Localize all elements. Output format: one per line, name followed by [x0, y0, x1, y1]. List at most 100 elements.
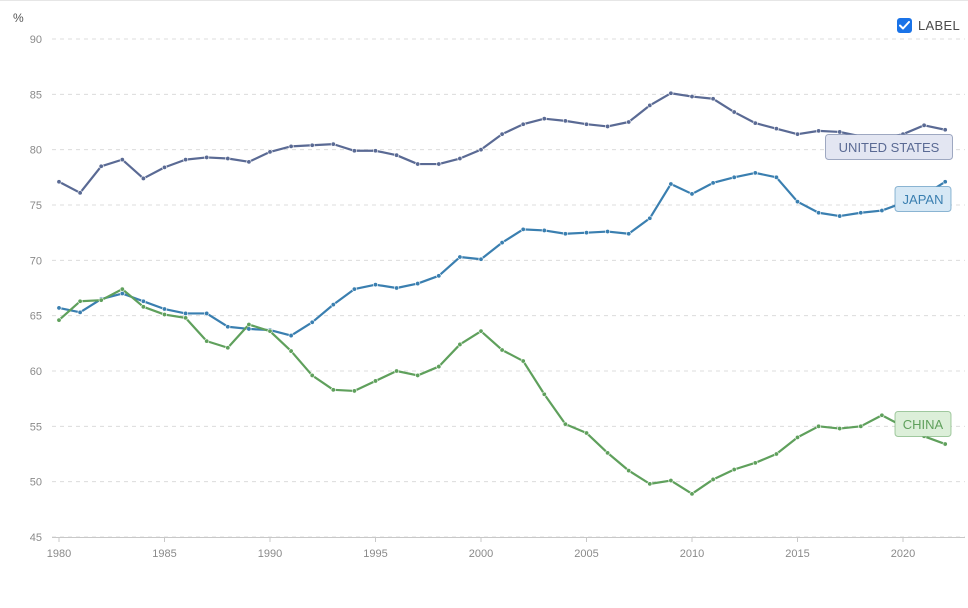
- data-point[interactable]: [436, 364, 442, 370]
- data-point[interactable]: [816, 423, 822, 429]
- data-point[interactable]: [520, 358, 526, 364]
- data-point[interactable]: [478, 328, 484, 334]
- data-point[interactable]: [162, 164, 168, 170]
- data-point[interactable]: [183, 157, 189, 163]
- data-point[interactable]: [394, 285, 400, 291]
- data-point[interactable]: [330, 141, 336, 147]
- data-point[interactable]: [773, 174, 779, 180]
- data-point[interactable]: [351, 148, 357, 154]
- data-point[interactable]: [225, 156, 231, 162]
- data-point[interactable]: [837, 213, 843, 219]
- data-point[interactable]: [837, 129, 843, 135]
- data-point[interactable]: [372, 378, 378, 384]
- data-point[interactable]: [752, 120, 758, 126]
- data-point[interactable]: [309, 319, 315, 325]
- data-point[interactable]: [183, 315, 189, 321]
- data-point[interactable]: [415, 161, 421, 167]
- data-point[interactable]: [626, 119, 632, 125]
- data-point[interactable]: [794, 131, 800, 137]
- data-point[interactable]: [520, 121, 526, 127]
- data-point[interactable]: [942, 441, 948, 447]
- data-point[interactable]: [942, 127, 948, 133]
- data-point[interactable]: [351, 286, 357, 292]
- data-point[interactable]: [942, 179, 948, 185]
- data-point[interactable]: [710, 476, 716, 482]
- data-point[interactable]: [773, 451, 779, 457]
- data-point[interactable]: [56, 179, 62, 185]
- data-point[interactable]: [119, 291, 125, 297]
- data-point[interactable]: [858, 423, 864, 429]
- data-point[interactable]: [816, 128, 822, 134]
- data-point[interactable]: [478, 256, 484, 262]
- data-point[interactable]: [140, 304, 146, 310]
- data-point[interactable]: [183, 310, 189, 316]
- data-point[interactable]: [752, 170, 758, 176]
- data-point[interactable]: [879, 208, 885, 214]
- data-point[interactable]: [204, 310, 210, 316]
- data-point[interactable]: [162, 312, 168, 318]
- data-point[interactable]: [794, 199, 800, 205]
- data-point[interactable]: [77, 309, 83, 315]
- data-point[interactable]: [668, 181, 674, 187]
- data-point[interactable]: [415, 372, 421, 378]
- data-point[interactable]: [583, 430, 589, 436]
- data-point[interactable]: [246, 159, 252, 165]
- data-point[interactable]: [288, 143, 294, 149]
- data-point[interactable]: [77, 190, 83, 196]
- data-point[interactable]: [605, 123, 611, 129]
- data-point[interactable]: [710, 96, 716, 102]
- data-point[interactable]: [267, 149, 273, 155]
- data-point[interactable]: [225, 324, 231, 330]
- data-point[interactable]: [499, 240, 505, 246]
- data-point[interactable]: [626, 468, 632, 474]
- data-point[interactable]: [119, 157, 125, 163]
- data-point[interactable]: [56, 317, 62, 323]
- data-point[interactable]: [562, 231, 568, 237]
- data-point[interactable]: [457, 156, 463, 162]
- data-point[interactable]: [626, 231, 632, 237]
- data-point[interactable]: [204, 338, 210, 344]
- data-point[interactable]: [457, 341, 463, 347]
- data-point[interactable]: [605, 229, 611, 235]
- data-point[interactable]: [140, 175, 146, 181]
- data-point[interactable]: [162, 306, 168, 312]
- data-point[interactable]: [267, 328, 273, 334]
- data-point[interactable]: [351, 388, 357, 394]
- data-point[interactable]: [541, 391, 547, 397]
- data-point[interactable]: [773, 126, 779, 132]
- data-point[interactable]: [647, 215, 653, 221]
- data-point[interactable]: [837, 426, 843, 432]
- data-point[interactable]: [330, 387, 336, 393]
- data-point[interactable]: [731, 174, 737, 180]
- data-point[interactable]: [689, 191, 695, 197]
- data-point[interactable]: [520, 226, 526, 232]
- data-point[interactable]: [204, 154, 210, 160]
- data-point[interactable]: [77, 298, 83, 304]
- label-checkbox[interactable]: [897, 18, 912, 33]
- data-point[interactable]: [562, 118, 568, 124]
- data-point[interactable]: [246, 322, 252, 328]
- data-point[interactable]: [330, 302, 336, 308]
- data-point[interactable]: [731, 109, 737, 115]
- data-point[interactable]: [457, 254, 463, 260]
- data-point[interactable]: [605, 450, 611, 456]
- data-point[interactable]: [288, 348, 294, 354]
- data-point[interactable]: [858, 210, 864, 216]
- data-point[interactable]: [98, 297, 104, 303]
- label-toggle[interactable]: LABEL: [897, 18, 960, 33]
- data-point[interactable]: [436, 273, 442, 279]
- data-point[interactable]: [668, 90, 674, 96]
- data-point[interactable]: [372, 148, 378, 154]
- data-point[interactable]: [816, 210, 822, 216]
- data-point[interactable]: [98, 163, 104, 169]
- data-point[interactable]: [752, 460, 758, 466]
- data-point[interactable]: [541, 116, 547, 122]
- data-point[interactable]: [583, 230, 589, 236]
- data-point[interactable]: [710, 180, 716, 186]
- data-point[interactable]: [309, 142, 315, 148]
- data-point[interactable]: [562, 421, 568, 427]
- data-point[interactable]: [541, 227, 547, 233]
- data-point[interactable]: [668, 478, 674, 484]
- data-point[interactable]: [394, 152, 400, 158]
- data-point[interactable]: [499, 131, 505, 137]
